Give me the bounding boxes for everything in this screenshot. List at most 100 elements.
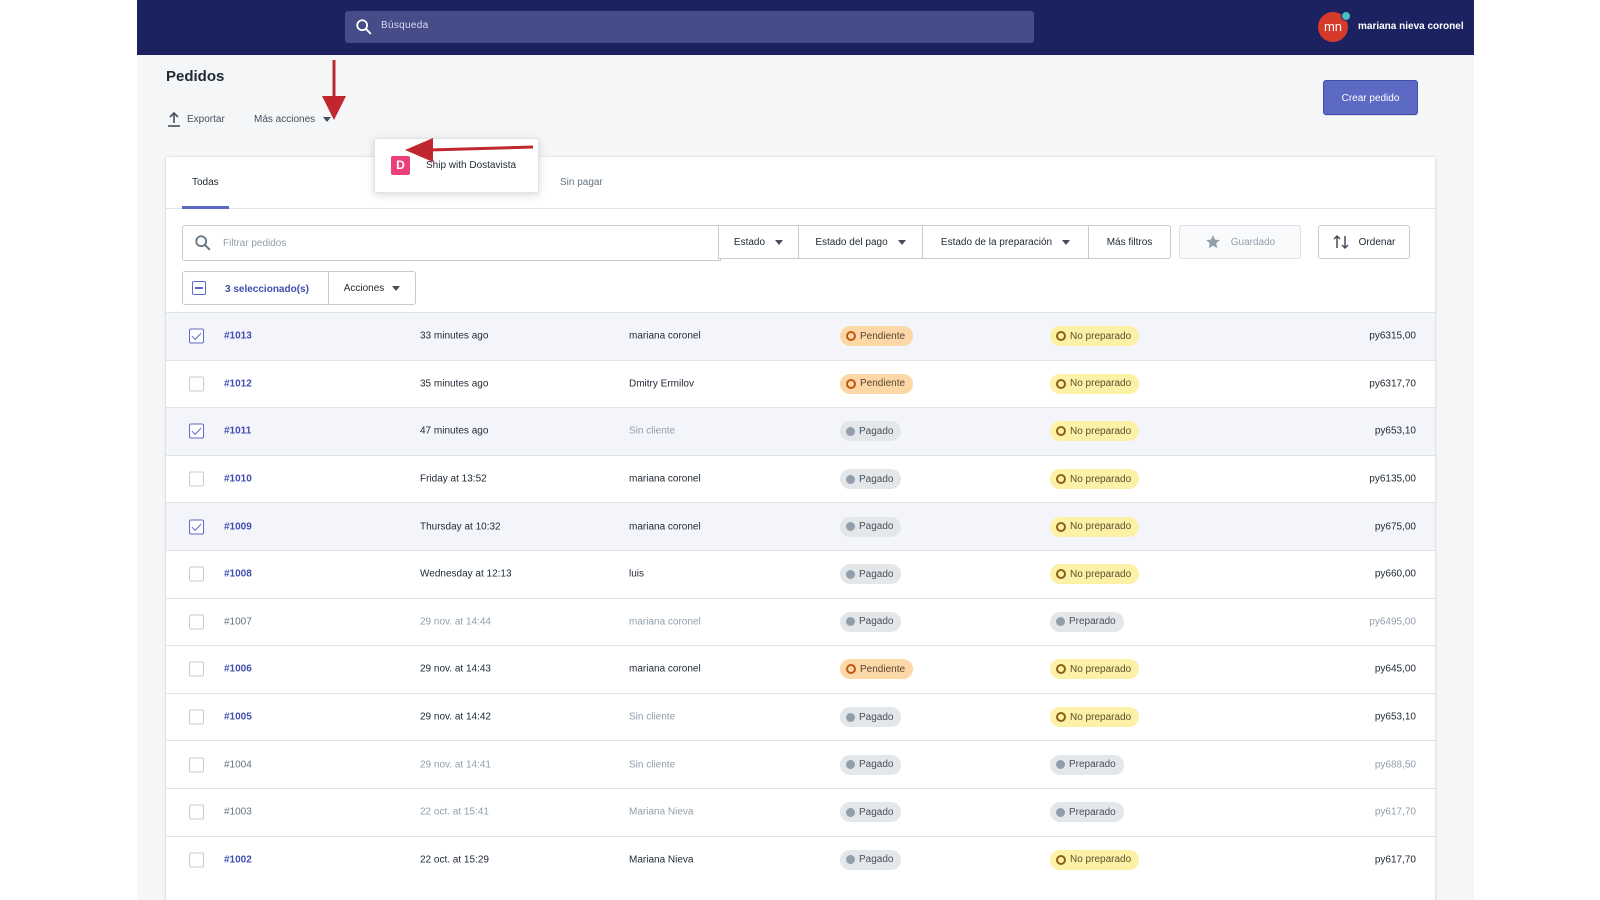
tab-todas[interactable]: Todas <box>182 157 229 209</box>
fulfillment-status-filter-button[interactable]: Estado de la preparación <box>922 225 1089 259</box>
order-id-link[interactable]: #1012 <box>224 378 252 390</box>
payment-status-badge: Pagado <box>840 611 902 632</box>
payment-status-text: Pendiente <box>860 330 906 342</box>
order-customer: mariana coronel <box>629 473 701 485</box>
table-row[interactable]: #1011 47 minutes ago Sin cliente Pagado No p… <box>166 407 1435 455</box>
fulfillment-status-filter-label: Estado de la preparación <box>940 236 1053 248</box>
fulfillment-status-badge: Preparado <box>1050 754 1124 775</box>
sort-label: Ordenar <box>1358 236 1396 248</box>
create-order-button[interactable]: Crear pedido <box>1323 80 1418 115</box>
fulfillment-status-text: Preparado <box>1069 806 1116 818</box>
more-actions-dropdown: D Ship with Dostavista <box>374 138 539 193</box>
global-search-input[interactable]: Búsqueda <box>345 11 1034 43</box>
table-row[interactable]: #1005 29 nov. at 14:42 Sin cliente Pagado No… <box>166 692 1435 741</box>
table-row[interactable]: #1008 Wednesday at 12:13 luis Pagado No prep… <box>166 549 1435 598</box>
order-date: 29 nov. at 14:44 <box>420 616 491 628</box>
sort-icon <box>1333 234 1349 250</box>
more-actions-button[interactable]: Más acciones <box>254 109 332 129</box>
export-label: Exportar <box>187 113 225 125</box>
fulfillment-status-badge: No preparado <box>1050 516 1140 537</box>
fulfillment-status-badge: No preparado <box>1050 564 1140 585</box>
order-date: 22 oct. at 15:41 <box>420 806 489 818</box>
bulk-actions-button[interactable]: Acciones <box>328 271 416 305</box>
more-filters-button[interactable]: Más filtros <box>1088 225 1171 259</box>
status-dot-icon <box>846 569 855 579</box>
row-checkbox[interactable] <box>189 804 204 820</box>
order-id-link[interactable]: #1003 <box>224 806 252 818</box>
payment-status-text: Pagado <box>859 759 894 771</box>
select-all-checkbox[interactable]: 3 seleccionado(s) <box>182 271 329 305</box>
more-actions-label: Más acciones <box>254 113 316 125</box>
order-id-link[interactable]: #1002 <box>224 854 252 866</box>
row-checkbox[interactable] <box>189 757 204 773</box>
payment-status-badge: Pagado <box>840 516 902 537</box>
fulfillment-status-text: No preparado <box>1070 663 1132 675</box>
status-dot-icon <box>846 807 855 817</box>
table-row[interactable]: #1007 29 nov. at 14:44 mariana coronel Paga… <box>166 597 1435 646</box>
ship-with-dostavista-item[interactable]: Ship with Dostavista <box>426 160 517 171</box>
filter-orders-input[interactable]: Filtrar pedidos <box>182 225 721 261</box>
status-filter-label: Estado <box>733 236 766 248</box>
row-checkbox[interactable] <box>189 423 204 439</box>
chevron-down-icon <box>897 239 906 245</box>
status-dot-icon <box>846 522 855 532</box>
payment-status-filter-button[interactable]: Estado del pago <box>798 225 923 259</box>
table-row[interactable]: #1010 Friday at 13:52 mariana coronel Pagad… <box>166 454 1435 503</box>
export-button[interactable]: Exportar <box>167 109 225 129</box>
order-id-link[interactable]: #1010 <box>224 473 252 485</box>
orders-card: Todas y preparado parcialmente Sin pagar… <box>166 157 1435 900</box>
row-checkbox[interactable] <box>189 614 204 630</box>
table-row[interactable]: #1012 35 minutes ago Dmitry Ermilov Pendien… <box>166 359 1435 408</box>
row-checkbox[interactable] <box>189 519 204 535</box>
row-checkbox[interactable] <box>189 661 204 677</box>
payment-status-text: Pagado <box>859 568 894 580</box>
payment-status-text: Pagado <box>859 616 894 628</box>
order-customer: Mariana Nieva <box>629 854 694 866</box>
order-id-link[interactable]: #1007 <box>224 616 252 628</box>
order-id-link[interactable]: #1005 <box>224 711 252 723</box>
order-customer: Sin cliente <box>629 759 676 771</box>
payment-status-filter-label: Estado del pago <box>815 236 888 248</box>
order-customer: Dmitry Ermilov <box>629 378 694 390</box>
table-row[interactable]: #1009 Thursday at 10:32 mariana coronel Pag… <box>166 502 1435 550</box>
order-date: Wednesday at 12:13 <box>420 568 512 580</box>
row-checkbox[interactable] <box>189 852 204 868</box>
tab-unpaid[interactable]: Sin pagar <box>560 177 603 188</box>
status-dot-icon <box>846 760 855 770</box>
star-icon <box>1205 235 1220 249</box>
table-row[interactable]: #1013 33 minutes ago mariana coronel Pendie… <box>166 312 1435 360</box>
sort-button[interactable]: Ordenar <box>1318 225 1410 259</box>
notification-dot <box>1341 11 1351 21</box>
payment-status-text: Pagado <box>859 473 894 485</box>
order-customer: mariana coronel <box>629 663 701 675</box>
saved-button[interactable]: Guardado <box>1179 225 1301 259</box>
table-row[interactable]: #1002 22 oct. at 15:29 Mariana Nieva Pagado… <box>166 835 1435 884</box>
table-row[interactable]: #1003 22 oct. at 15:41 Mariana Nieva Pagado… <box>166 787 1435 836</box>
order-id-link[interactable]: #1004 <box>224 759 252 771</box>
order-id-link[interactable]: #1009 <box>224 521 252 533</box>
fulfillment-status-badge: No preparado <box>1050 849 1140 870</box>
row-checkbox[interactable] <box>189 376 204 392</box>
row-checkbox[interactable] <box>189 709 204 725</box>
order-id-link[interactable]: #1008 <box>224 568 252 580</box>
table-row[interactable]: #1006 29 nov. at 14:43 mariana coronel Pend… <box>166 645 1435 693</box>
order-total: py6315,00 <box>1369 330 1416 342</box>
avatar[interactable]: mn <box>1318 12 1348 42</box>
fulfillment-status-badge: No preparado <box>1050 326 1140 347</box>
order-id-link[interactable]: #1006 <box>224 663 252 675</box>
order-date: Thursday at 10:32 <box>420 521 501 533</box>
row-checkbox[interactable] <box>189 328 204 344</box>
status-dot-icon <box>1056 331 1066 342</box>
payment-status-badge: Pagado <box>840 421 902 442</box>
order-total: py675,00 <box>1374 521 1416 533</box>
payment-status-text: Pagado <box>859 806 894 818</box>
row-checkbox[interactable] <box>189 471 204 487</box>
row-checkbox[interactable] <box>189 566 204 582</box>
order-id-link[interactable]: #1013 <box>224 330 252 342</box>
payment-status-text: Pagado <box>859 854 894 866</box>
table-row[interactable]: #1004 29 nov. at 14:41 Sin cliente Pagado Pr… <box>166 740 1435 788</box>
status-filter-button[interactable]: Estado <box>718 225 799 259</box>
order-total: py660,00 <box>1374 568 1416 580</box>
user-name[interactable]: mariana nieva coronel <box>1358 21 1464 32</box>
order-id-link[interactable]: #1011 <box>224 425 252 437</box>
